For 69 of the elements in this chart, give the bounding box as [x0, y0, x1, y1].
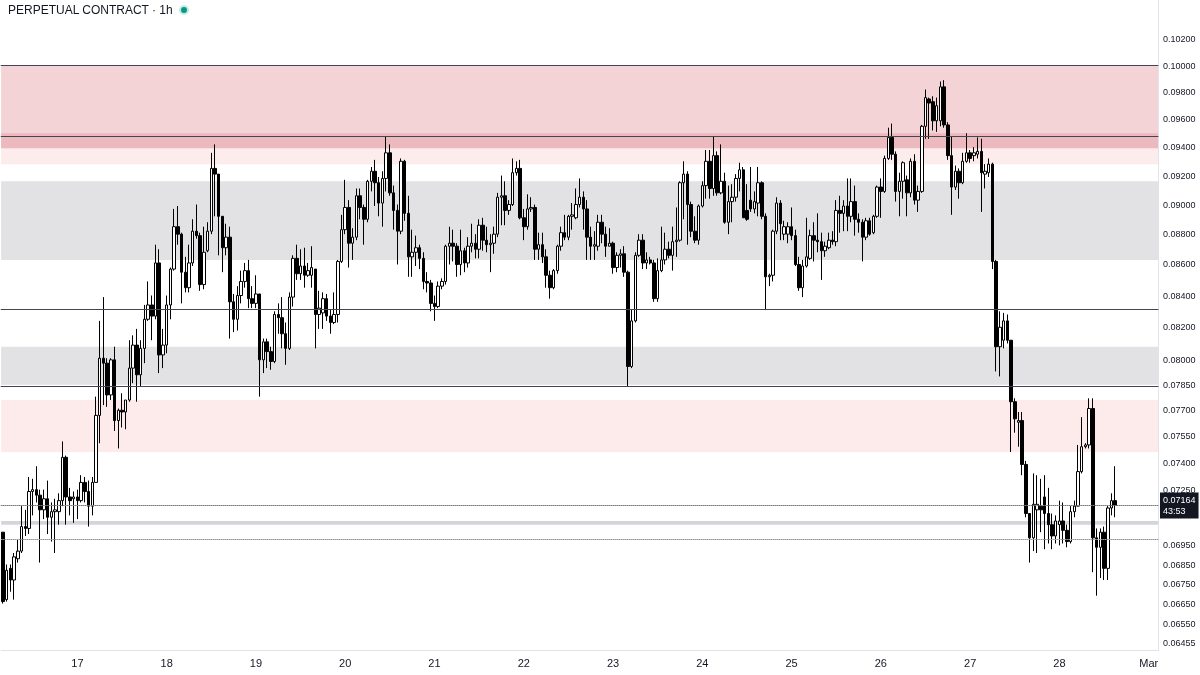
x-tick-label: 27: [964, 656, 977, 669]
y-tick-label: 0.07850: [1163, 379, 1196, 390]
candlestick: [72, 490, 75, 524]
x-tick-label: 23: [606, 656, 620, 669]
y-tick-label: 0.09200: [1163, 170, 1196, 181]
y-tick-label: 0.08200: [1163, 322, 1196, 333]
candlestick: [202, 226, 206, 290]
x-tick-label: 18: [160, 656, 173, 669]
candlestick: [756, 166, 760, 217]
y-tick-label: 0.08600: [1163, 259, 1196, 270]
candlestick: [459, 229, 462, 276]
candlestick: [1058, 500, 1061, 546]
x-tick-label: 20: [339, 656, 352, 669]
y-tick-label: 0.10200: [1163, 34, 1196, 45]
chart-title: PERPETUAL CONTRACT · 1h: [8, 3, 173, 17]
candlestick: [265, 338, 269, 369]
candlestick: [157, 248, 161, 374]
y-tick-label: 0.09800: [1163, 87, 1196, 98]
candlestick: [712, 135, 715, 197]
y-tick-label: 0.06950: [1163, 540, 1196, 551]
x-tick-label: 26: [874, 656, 887, 669]
x-tick-label: 25: [785, 656, 798, 669]
candlestick: [742, 166, 745, 219]
y-tick-label: 0.06650: [1163, 598, 1196, 609]
candlestick: [247, 259, 250, 309]
x-tick-label: 19: [249, 656, 263, 669]
candlestick: [1069, 505, 1072, 544]
y-tick-label: 0.09600: [1163, 114, 1196, 125]
y-tick-label: 0.06455: [1163, 637, 1196, 648]
y-tick-label: 0.08400: [1163, 290, 1196, 301]
candlestick: [779, 199, 782, 241]
candlestick: [321, 291, 325, 330]
candlestick: [1043, 474, 1046, 550]
x-tick-label: 22: [517, 656, 530, 669]
candlestick: [1, 531, 5, 605]
candlestick: [834, 199, 838, 247]
candlestick: [1061, 501, 1065, 544]
y-tick-label: 0.07250: [1163, 484, 1196, 495]
y-tick-label: 0.07400: [1163, 457, 1196, 468]
x-tick-label: 17: [71, 656, 84, 669]
y-tick-label: 0.06750: [1163, 578, 1196, 589]
candlestick: [652, 259, 656, 303]
candlestick: [303, 247, 306, 289]
candlestick: [87, 480, 90, 528]
y-tick-label: 0.10000: [1163, 60, 1196, 71]
candlestick: [868, 217, 871, 237]
x-tick-label: 24: [696, 656, 709, 669]
x-tick-label: 21: [428, 656, 441, 669]
y-tick-label: 0.06550: [1163, 618, 1196, 629]
candlestick: [228, 226, 232, 340]
candlestick: [477, 218, 481, 259]
candlestick: [846, 177, 849, 232]
y-tick-label: 0.08000: [1163, 354, 1196, 365]
candlestick: [641, 233, 645, 270]
candlestick: [27, 476, 31, 535]
y-tick-label: 0.09400: [1163, 142, 1196, 153]
ref-line-label: 0.07164 43:53: [1163, 494, 1196, 516]
y-tick-label: 0.07550: [1163, 431, 1196, 442]
candlestick: [1035, 474, 1039, 554]
y-tick-label: 0.09000: [1163, 199, 1196, 210]
y-tick-label: 0.08800: [1163, 229, 1196, 240]
candlestick: [503, 180, 507, 226]
candlestick: [135, 328, 139, 403]
y-tick-label: 0.06850: [1163, 559, 1196, 570]
x-tick-label: 28: [1053, 656, 1066, 669]
y-tick-label: 0.07700: [1163, 405, 1196, 416]
candlestick: [1113, 465, 1117, 518]
candlestick: [980, 138, 983, 213]
x-tick-label: Mar: [1139, 656, 1159, 669]
